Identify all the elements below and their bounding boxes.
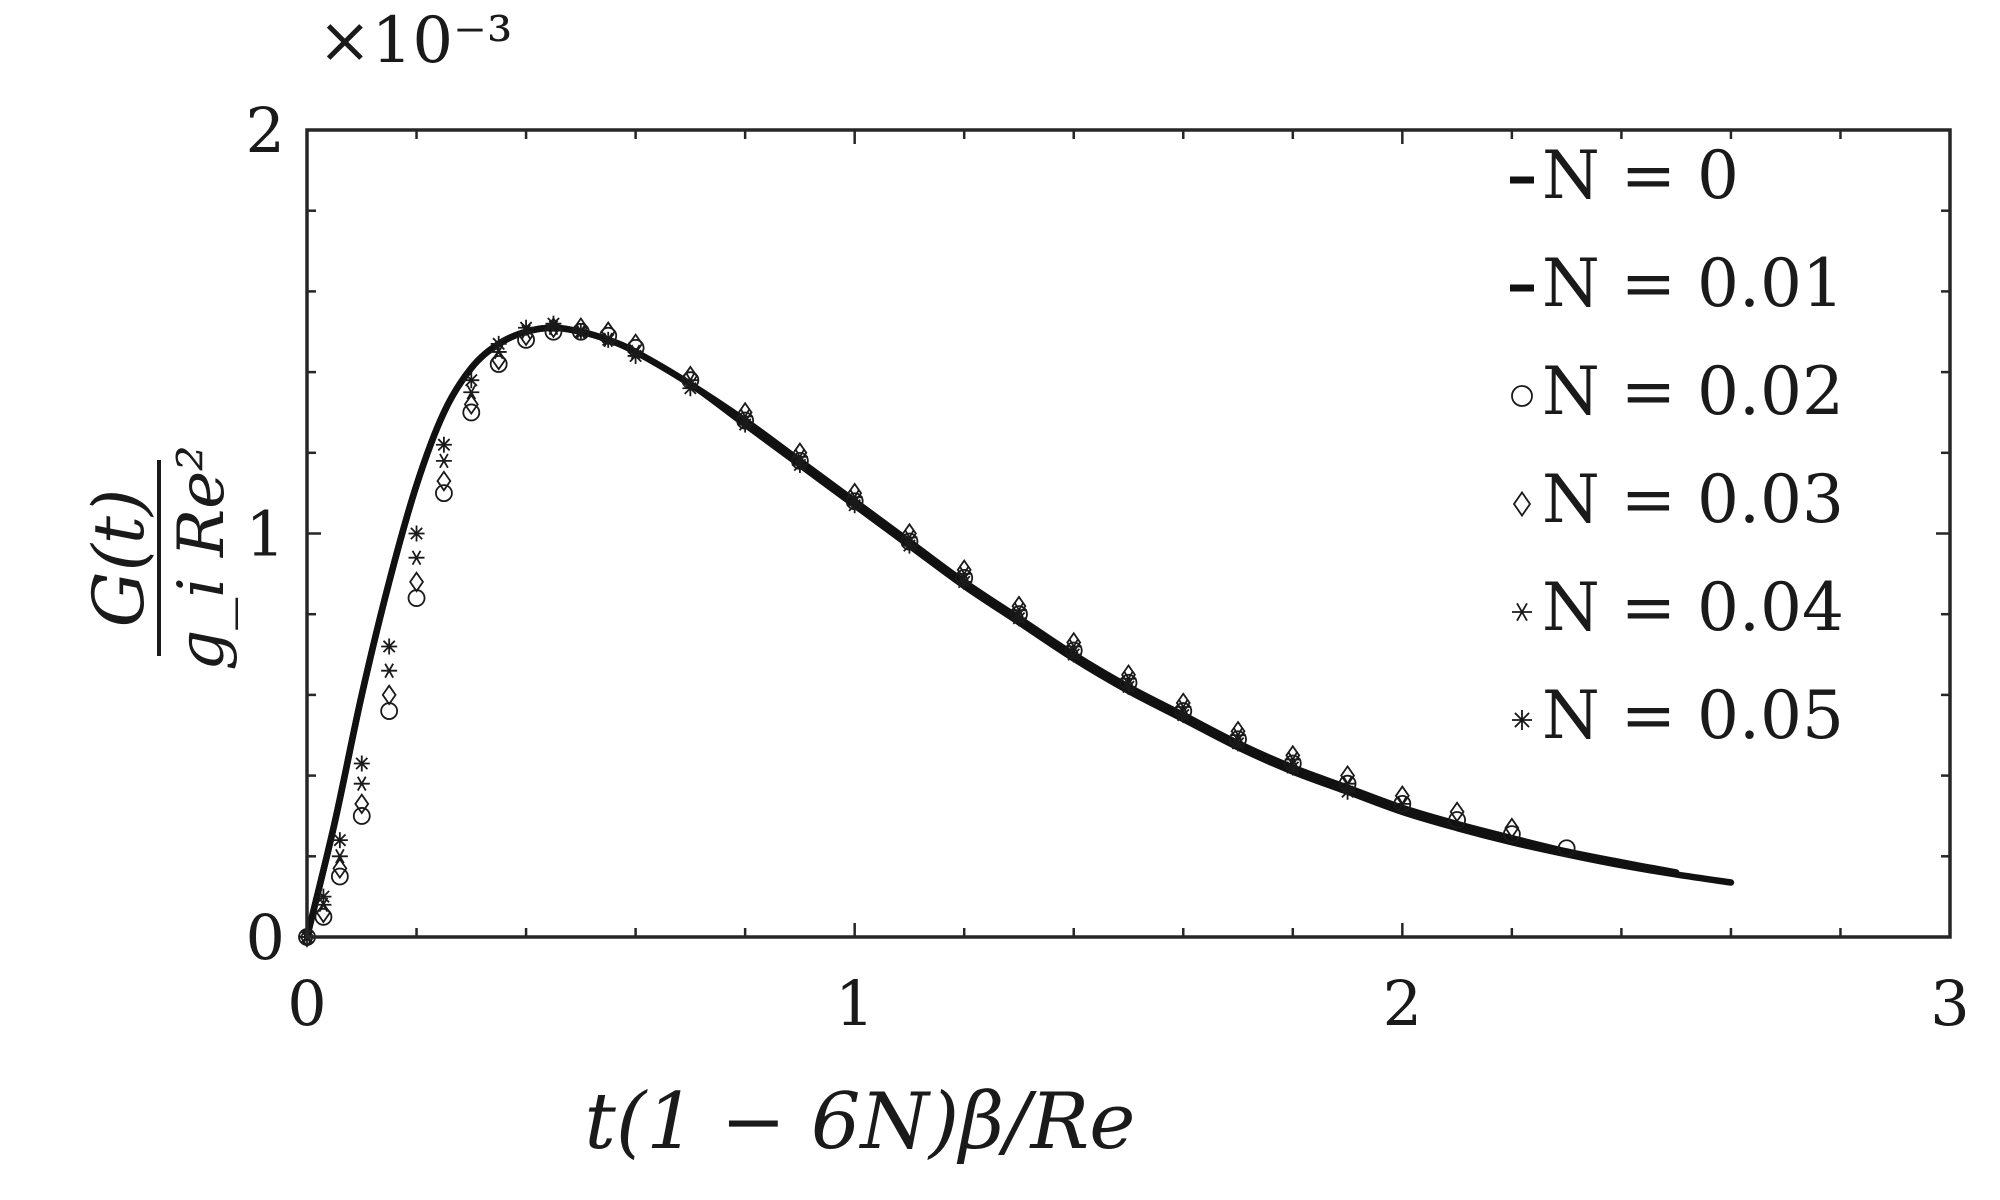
y-axis-label: G(t) g_i Re² [78,445,239,671]
x-tick-label: 2 [1383,967,1422,1040]
legend-item: N = 0 [1510,137,1739,214]
data-point [1394,796,1411,812]
data-point [330,867,349,886]
legend-item: N = 0.01 [1510,245,1844,322]
data-point [901,537,918,554]
legend-label: N = 0.01 [1542,245,1844,322]
legend-item: N = 0.04 [1512,569,1844,646]
data-point [354,793,370,815]
legend-swatch [1512,710,1532,730]
data-point [490,335,507,352]
ticks-layer [305,128,1952,939]
data-point [409,571,425,593]
y-tick-label: 2 [246,94,285,167]
data-point [353,755,370,772]
data-point [381,663,398,679]
data-point [463,384,480,400]
data-point [463,393,479,416]
y-axis-label-denominator: g_i Re² [165,445,239,671]
data-point [352,807,371,825]
data-point [600,331,617,348]
data-point [545,315,562,332]
legend-item: N = 0.02 [1511,353,1844,430]
legend-swatch [1511,385,1533,407]
data-point [331,848,348,864]
data-point [791,456,808,473]
data-point [314,907,333,926]
data-point [1504,817,1520,839]
legend-label: N = 0.05 [1542,677,1844,754]
data-point [332,857,348,880]
data-point [1449,801,1465,823]
x-tick-label: 3 [1930,967,1969,1040]
data-point [331,832,348,849]
y-exponent-label: ×10⁻³ [318,4,513,78]
data-point [1502,825,1521,844]
data-point [1010,610,1027,627]
data-point [1120,678,1137,695]
data-point [518,319,535,336]
data-point [1448,811,1466,829]
data-point [462,403,481,422]
series-layer [298,315,1735,948]
y-tick-label: 1 [246,498,285,571]
tick-labels: 0 1 2 3 0 1 2 [246,94,1970,1040]
data-point [408,550,425,566]
data-point [463,372,480,389]
data-point [682,380,699,397]
data-point [1230,735,1247,752]
data-point [353,776,370,792]
data-point [315,888,332,905]
x-tick-label: 0 [287,967,326,1040]
x-axis-label: t(1 − 6N)β/Re [585,1077,1136,1167]
legend-label: N = 0.03 [1542,461,1844,538]
legend-swatch [1512,602,1532,622]
legend-swatch [1512,490,1532,518]
data-point [436,470,452,492]
data-point [846,497,863,514]
legend-label: N = 0.02 [1542,353,1844,430]
data-point [381,638,398,655]
data-point [435,453,452,469]
data-point [435,484,453,503]
data-point [737,416,754,433]
legend: N = 0 N = 0.01 N = 0.02 N = 0.03 N = 0.04 N =… [1510,137,1844,754]
data-point [1284,759,1301,776]
data-point [435,436,452,453]
data-point [1557,839,1576,858]
x-tick-label: 1 [835,967,874,1040]
data-point [381,684,397,706]
data-point [315,902,331,924]
data-point [1065,646,1082,663]
data-point [489,355,508,373]
data-point [408,525,425,542]
data-point [1175,707,1192,724]
legend-label: N = 0 [1542,137,1739,214]
data-point [627,347,644,364]
series-n-0-05 [299,315,1356,945]
y-axis-label-numerator: G(t) [78,489,160,628]
data-point [545,316,561,339]
data-point [956,573,973,590]
legend-item: N = 0.05 [1512,677,1844,754]
data-point [1339,783,1356,800]
y-tick-label: 0 [246,901,285,974]
legend-label: N = 0.04 [1542,569,1844,646]
legend-item: N = 0.03 [1512,461,1844,538]
data-point [491,349,507,371]
data-point [572,323,589,340]
